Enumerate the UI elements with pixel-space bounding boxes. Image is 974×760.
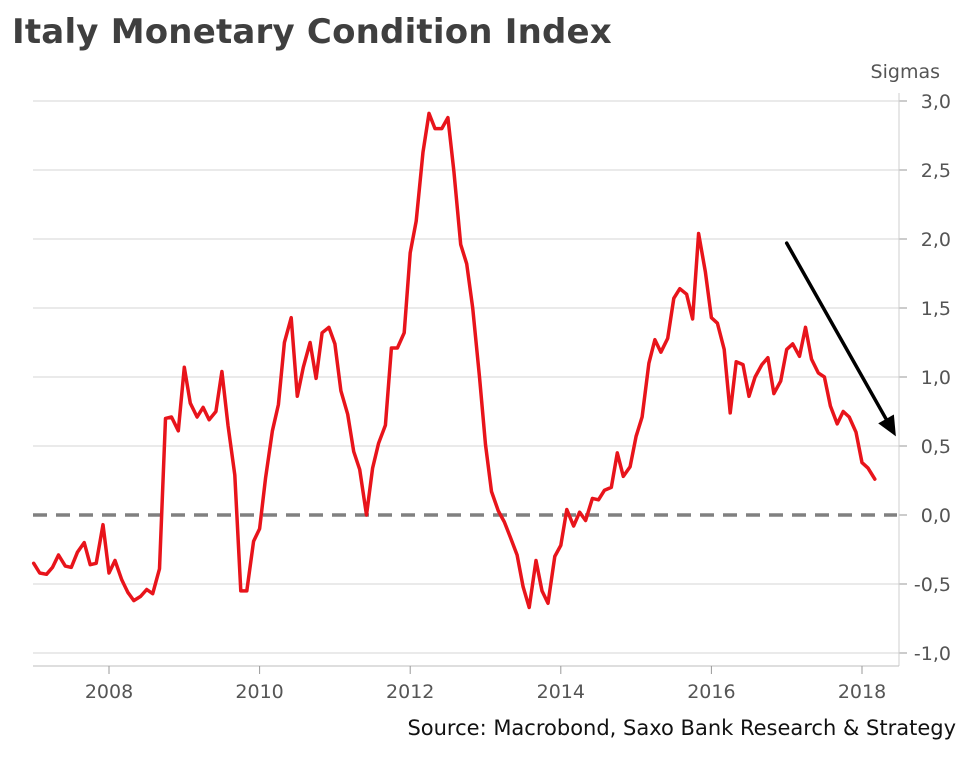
y-tick-label: 2,5 — [921, 160, 951, 182]
y-tick-label: 2,0 — [921, 229, 951, 251]
y-axis-unit: Sigmas — [871, 61, 940, 83]
x-tick-label: 2008 — [85, 681, 133, 703]
x-tick-label: 2014 — [537, 681, 585, 703]
y-tick-label: -1,0 — [914, 643, 951, 665]
y-tick-label: 3,0 — [921, 91, 951, 113]
trend-arrow-head — [878, 414, 896, 437]
x-tick-label: 2016 — [687, 681, 735, 703]
annotation-layer — [784, 241, 896, 437]
series-layer — [31, 111, 877, 610]
tick-labels: -1,0 -0,5 0,0 0,5 1,0 1,5 2,0 2,5 3,0 Sigmas 2008 2… — [85, 61, 951, 703]
y-tick-label: -0,5 — [914, 574, 951, 596]
y-tick-label: 1,5 — [921, 298, 951, 320]
y-tick-label: 0,0 — [921, 505, 951, 527]
x-tick-label: 2018 — [838, 681, 886, 703]
source-note: Source: Macrobond, Saxo Bank Research & … — [407, 716, 956, 740]
y-tick-label: 0,5 — [921, 436, 951, 458]
x-tick-label: 2010 — [235, 681, 283, 703]
chart-title: Italy Monetary Condition Index — [12, 12, 612, 52]
gridlines — [33, 100, 899, 654]
axes — [33, 93, 907, 674]
x-tick-label: 2012 — [386, 681, 434, 703]
series-line — [31, 111, 877, 610]
trend-arrow-shaft — [784, 241, 888, 421]
y-tick-label: 1,0 — [921, 367, 951, 389]
